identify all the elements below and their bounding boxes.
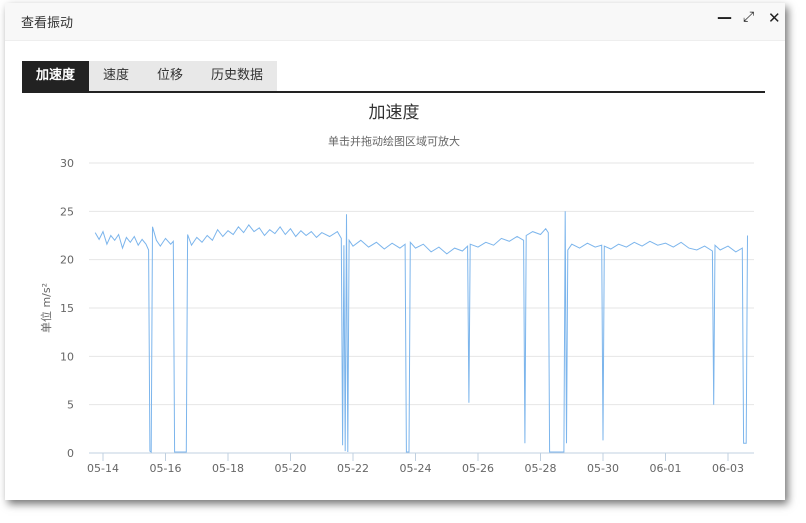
x-tick-label: 06-01 <box>650 462 682 475</box>
minimize-icon[interactable]: — <box>717 8 732 26</box>
tab-bar: 加速度 速度 位移 历史数据 <box>22 61 278 91</box>
x-tick-label: 05-28 <box>525 462 557 475</box>
x-tick-label: 05-14 <box>87 462 119 475</box>
acceleration-series-line <box>94 211 748 453</box>
window-title: 查看振动 <box>21 16 74 31</box>
x-tick-label: 05-24 <box>400 462 432 475</box>
tab-underline <box>22 91 765 93</box>
tab-history[interactable]: 历史数据 <box>211 68 264 83</box>
y-tick-label: 20 <box>60 254 74 267</box>
chart-subtitle: 单击并拖动绘图区域可放大 <box>328 134 460 148</box>
tab-velocity[interactable]: 速度 <box>103 68 130 83</box>
y-tick-label: 25 <box>60 205 74 218</box>
y-tick-label: 0 <box>67 447 74 460</box>
x-tick-label: 05-18 <box>212 462 244 475</box>
tab-displacement[interactable]: 位移 <box>157 68 184 83</box>
y-tick-label: 10 <box>60 350 74 363</box>
x-tick-label: 05-20 <box>275 462 307 475</box>
maximize-icon[interactable]: ⤢ <box>743 9 755 25</box>
x-tick-label: 05-22 <box>337 462 369 475</box>
x-tick-label: 05-26 <box>462 462 494 475</box>
title-bar: 查看振动 — ⤢ ✕ <box>5 3 785 41</box>
close-icon[interactable]: ✕ <box>768 9 781 27</box>
x-tick-label: 05-16 <box>150 462 182 475</box>
y-tick-label: 5 <box>67 399 74 412</box>
y-tick-label: 30 <box>60 157 74 170</box>
x-tick-label: 06-03 <box>712 462 744 475</box>
y-tick-label: 15 <box>60 302 74 315</box>
chart-title: 加速度 <box>369 103 420 123</box>
y-axis-label: 单位 m/s² <box>39 283 53 333</box>
vibration-window: 查看振动 — ⤢ ✕ 加速度 速度 位移 历史数据 <box>5 3 785 500</box>
x-tick-label: 05-30 <box>587 462 619 475</box>
tab-acceleration[interactable]: 加速度 <box>22 61 90 91</box>
